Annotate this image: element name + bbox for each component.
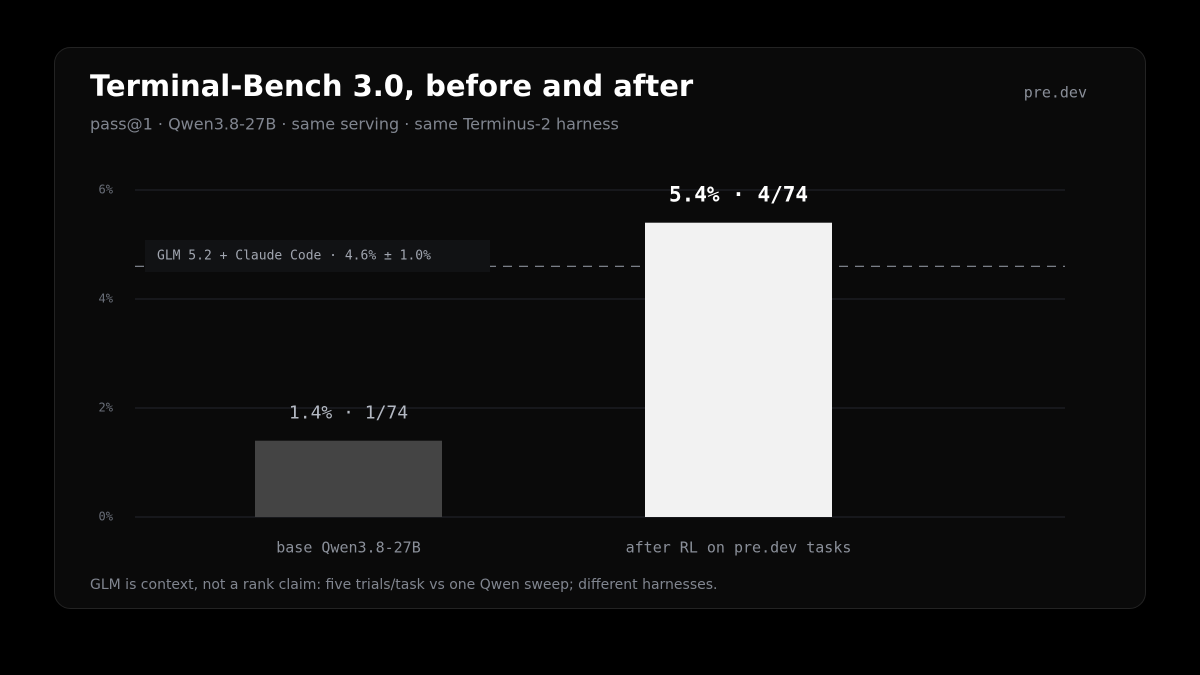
- bar: [255, 440, 442, 517]
- footnote: GLM is context, not a rank claim: five t…: [90, 577, 717, 593]
- value-label: 1.4% · 1/74: [289, 403, 408, 424]
- y-tick-label: 2%: [99, 401, 114, 415]
- chart-title: Terminal-Bench 3.0, before and after: [90, 69, 694, 103]
- reference-label: GLM 5.2 + Claude Code · 4.6% ± 1.0%: [157, 249, 431, 264]
- x-tick-label: after RL on pre.dev tasks: [626, 539, 852, 557]
- bar: [645, 222, 832, 517]
- value-label: 5.4% · 4/74: [669, 183, 808, 207]
- y-tick-label: 6%: [99, 183, 114, 197]
- y-tick-label: 0%: [99, 510, 114, 524]
- y-tick-label: 4%: [99, 292, 114, 306]
- reference-label-box: [145, 240, 490, 272]
- x-tick-label: base Qwen3.8-27B: [276, 539, 421, 557]
- brand: pre.dev: [1024, 84, 1087, 102]
- chart-subtitle: pass@1 · Qwen3.8-27B · same serving · sa…: [90, 115, 619, 134]
